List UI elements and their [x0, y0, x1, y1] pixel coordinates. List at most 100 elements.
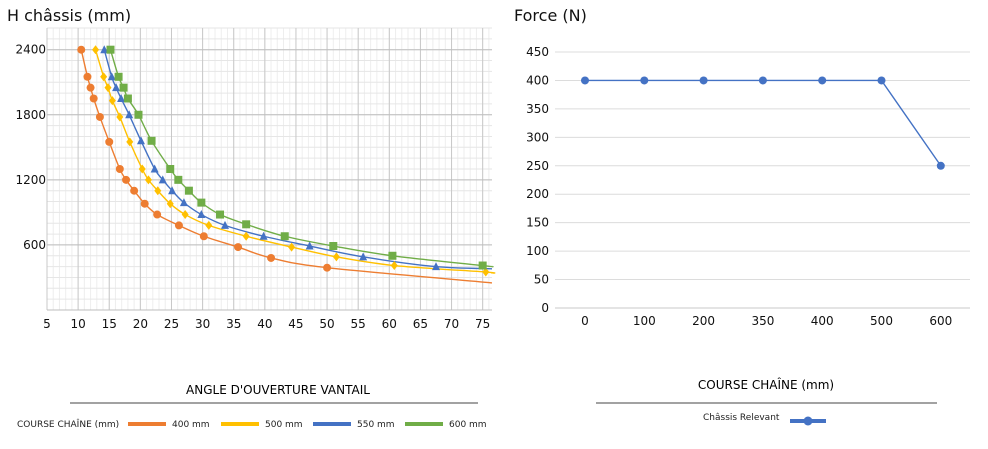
x-tick-label: 45	[288, 317, 303, 331]
y-tick-label: 450	[526, 45, 549, 59]
legend-label: 500 mm	[265, 420, 303, 430]
series-line-500-mm	[94, 49, 496, 274]
x-tick-label: 10	[70, 317, 85, 331]
data-point-square	[280, 232, 289, 241]
data-point-square	[114, 72, 123, 81]
x-tick-label: 350	[751, 314, 774, 328]
data-point-square	[119, 83, 128, 92]
x-tick-label: 30	[195, 317, 210, 331]
x-tick-label: 50	[319, 317, 334, 331]
x-tick-label: 0	[581, 314, 589, 328]
data-point-triangle	[150, 164, 159, 173]
x-tick-label: 60	[382, 317, 397, 331]
data-point-triangle	[158, 175, 167, 184]
data-point-circle	[140, 199, 149, 208]
data-point-diamond	[108, 96, 116, 106]
x-tick-label: 600	[929, 314, 952, 328]
x-tick-label: 75	[475, 317, 490, 331]
data-point-square	[329, 242, 338, 251]
data-point-circle	[174, 221, 183, 230]
data-point	[758, 76, 767, 85]
y-tick-label: 250	[526, 159, 549, 173]
data-point-triangle	[136, 136, 145, 145]
data-point-diamond	[104, 83, 112, 93]
x-tick-label: 65	[413, 317, 428, 331]
x-tick-label: 100	[633, 314, 656, 328]
data-point-diamond	[138, 164, 146, 174]
data-point-diamond	[166, 199, 174, 209]
data-point-diamond	[332, 252, 340, 262]
data-point-diamond	[92, 45, 100, 55]
x-tick-label: 5	[43, 317, 51, 331]
y-tick-label: 0	[541, 301, 549, 315]
data-point-triangle	[179, 198, 188, 207]
data-point-circle	[95, 112, 104, 121]
data-point-triangle	[359, 252, 368, 261]
x-tick-label: 200	[692, 314, 715, 328]
chart-title-h-chassis: H châssis (mm)	[7, 6, 131, 25]
data-point-square	[242, 220, 251, 229]
data-point-circle	[89, 94, 98, 103]
data-point-square	[123, 94, 132, 103]
data-point	[936, 161, 945, 170]
y-tick-label: 600	[23, 238, 46, 252]
data-point-circle	[83, 72, 92, 81]
data-point-square	[134, 110, 143, 119]
data-point-square	[147, 136, 156, 145]
data-point-triangle	[100, 45, 109, 54]
y-tick-label: 1800	[15, 108, 46, 122]
data-point-triangle	[168, 186, 177, 195]
y-tick-label: 300	[526, 130, 549, 144]
data-point-circle	[130, 186, 139, 195]
data-point	[699, 76, 708, 85]
x-tick-label: 55	[351, 317, 366, 331]
x-tick-label: 70	[444, 317, 459, 331]
data-point-diamond	[288, 242, 296, 252]
data-point-triangle	[259, 231, 268, 240]
legend-marker	[803, 416, 813, 426]
left-x-tick-labels: 5 10 15 20 25 30 35 40 45 50 55 60 65 70 75	[43, 317, 490, 331]
left-markers	[77, 45, 490, 277]
x-tick-label: 35	[226, 317, 241, 331]
y-tick-label: 2400	[15, 43, 46, 57]
data-point-circle	[122, 175, 131, 184]
data-point-circle	[199, 232, 208, 241]
data-point-diamond	[242, 231, 250, 241]
chart-h-chassis: H châssis (mm) 2400 1800 1200 600 5 10 15 20 25…	[7, 6, 496, 430]
data-point-diamond	[144, 175, 152, 185]
data-point-diamond	[205, 220, 213, 230]
data-point-circle	[323, 263, 332, 272]
data-point-circle	[267, 253, 276, 262]
data-point-triangle	[431, 262, 440, 271]
x-tick-label: 40	[257, 317, 272, 331]
legend-label: 400 mm	[172, 420, 210, 430]
legend-label: 550 mm	[357, 420, 395, 430]
data-point-square	[197, 198, 206, 207]
y-tick-label: 50	[534, 273, 549, 287]
legend-chassis-relevant: Châssis Relevant	[703, 413, 826, 426]
data-point-triangle	[197, 210, 206, 219]
data-point-triangle	[117, 94, 126, 102]
y-tick-label: 400	[526, 73, 549, 87]
data-point-diamond	[181, 210, 189, 220]
x-tick-label: 500	[870, 314, 893, 328]
data-point-square	[166, 165, 175, 173]
data-point-square	[184, 186, 193, 195]
data-point-triangle	[221, 220, 229, 229]
y-tick-label: 100	[526, 244, 549, 258]
right-y-tick-labels: 450 400 350 300 250 200 150 100 50 0	[526, 45, 549, 315]
data-point-square	[106, 45, 115, 54]
legend-course-chaine: COURSE CHAÎNE (mm) 400 mm 500 mm 550 mm 600…	[17, 418, 487, 430]
data-point-circle	[86, 83, 95, 92]
data-point-diamond	[154, 186, 162, 196]
data-point	[877, 76, 886, 85]
x-tick-label: 25	[164, 317, 179, 331]
x-tick-label: 20	[133, 317, 148, 331]
data-point	[818, 76, 827, 85]
chart-title-force: Force (N)	[514, 6, 587, 25]
right-x-tick-labels: 0 100 200 350 400 500 600	[581, 314, 952, 328]
y-tick-label: 1200	[15, 173, 46, 187]
data-point-diamond	[390, 261, 398, 271]
data-point-square	[388, 251, 397, 260]
